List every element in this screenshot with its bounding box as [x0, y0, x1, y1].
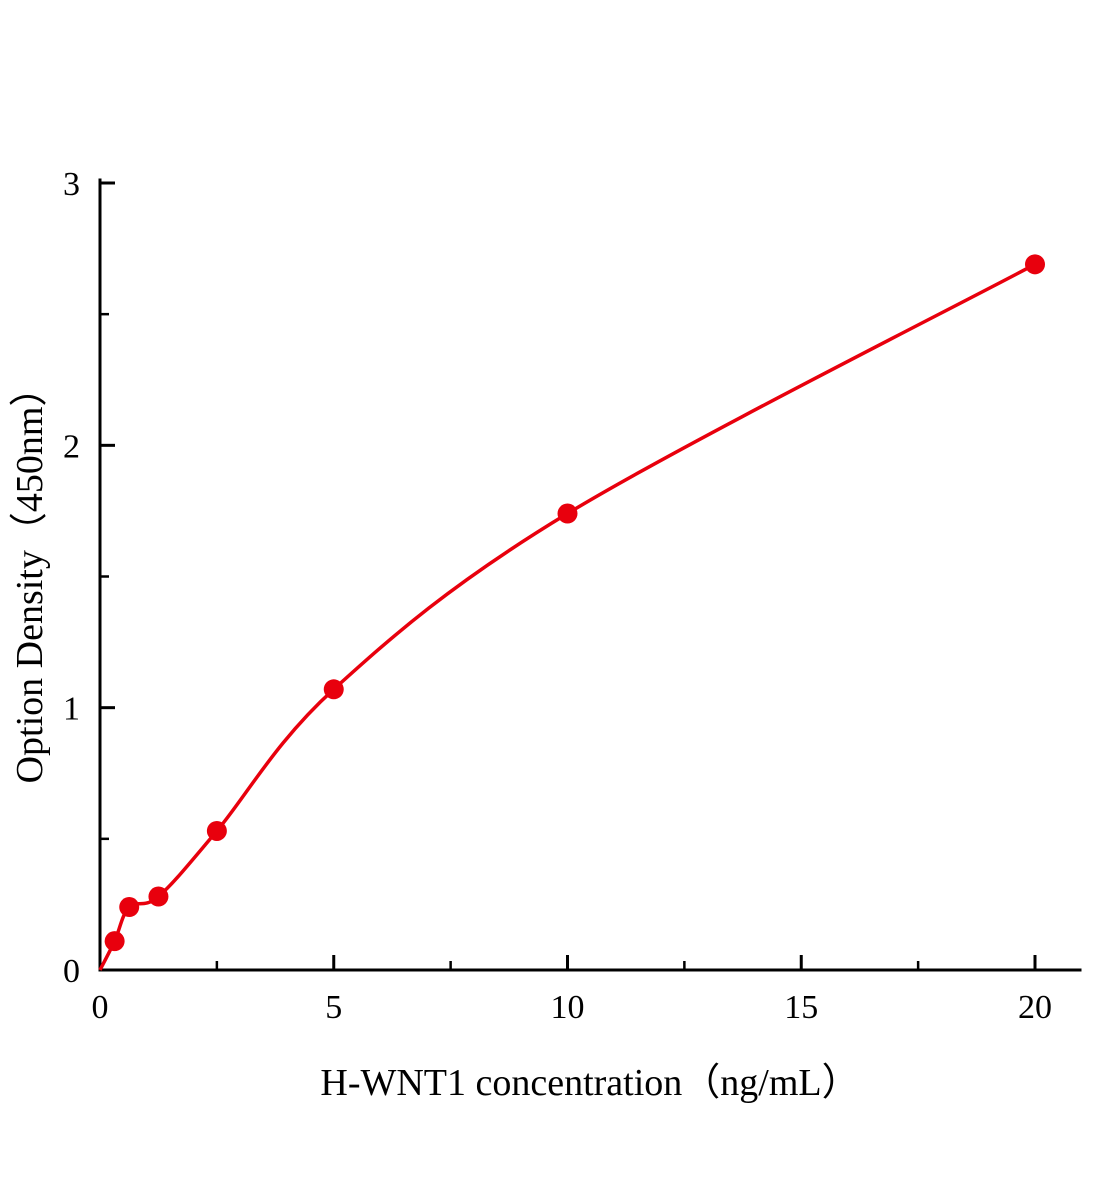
x-axis-title: H-WNT1 concentration（ng/mL） — [320, 1062, 859, 1104]
y-tick-label: 3 — [63, 166, 80, 203]
x-tick-label: 15 — [784, 989, 818, 1026]
axis-lines — [98, 178, 1082, 972]
y-tick-label: 1 — [63, 691, 80, 728]
data-point — [206, 820, 227, 841]
data-point — [148, 886, 169, 907]
axis-tick-labels: 0 5 10 15 20 0 1 2 3 — [63, 166, 1052, 1026]
x-tick-label: 20 — [1018, 989, 1052, 1026]
data-points — [104, 254, 1045, 952]
y-tick-label: 2 — [63, 428, 80, 465]
fitted-curve — [98, 262, 1036, 971]
data-point — [119, 897, 140, 918]
data-point — [1025, 254, 1045, 275]
x-tick-label: 10 — [551, 989, 585, 1026]
data-point — [104, 931, 125, 952]
y-axis-title: Option Density（450nm） — [9, 369, 51, 784]
axes — [98, 178, 1082, 972]
standard-curve-line — [98, 262, 1036, 971]
y-tick-label: 0 — [63, 953, 80, 990]
x-tick-label: 5 — [325, 989, 342, 1026]
x-tick-label: 0 — [92, 989, 109, 1026]
data-point — [323, 679, 344, 700]
data-point — [557, 503, 578, 524]
axis-ticks — [98, 181, 1037, 972]
